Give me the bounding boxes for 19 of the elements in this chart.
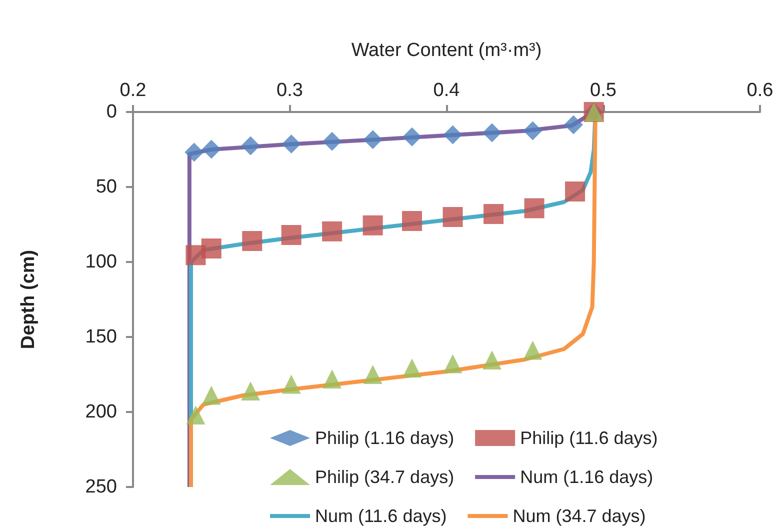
x-tick-label: 0.6 [746, 80, 774, 101]
x-tick-label: 0.2 [120, 80, 146, 101]
y-tick-label: 150 [85, 326, 117, 348]
y-tick-label: 200 [85, 402, 117, 422]
legend-label: Num (11.6 days) [315, 506, 447, 526]
x-axis-title: Water Content (m³·m³) [351, 40, 542, 61]
y-tick-label: 100 [85, 252, 117, 272]
y-tick-label: 0 [106, 102, 117, 122]
y-tick-label: 50 [96, 176, 117, 198]
legend-label: Philip (34.7 days) [315, 467, 454, 487]
x-tick-label: 0.3 [276, 80, 303, 101]
x-tick-label: 0.5 [590, 80, 616, 101]
legend-label: Philip (11.6 days) [520, 428, 658, 448]
legend-label: Philip (1.16 days) [315, 428, 454, 448]
legend-label: Num (34.7 days) [512, 506, 646, 526]
y-axis-title: Depth (cm) [18, 250, 39, 350]
y-tick-label: 250 [85, 476, 117, 498]
x-tick-label: 0.4 [433, 80, 460, 101]
legend-label: Num (1.16 days) [520, 467, 654, 487]
